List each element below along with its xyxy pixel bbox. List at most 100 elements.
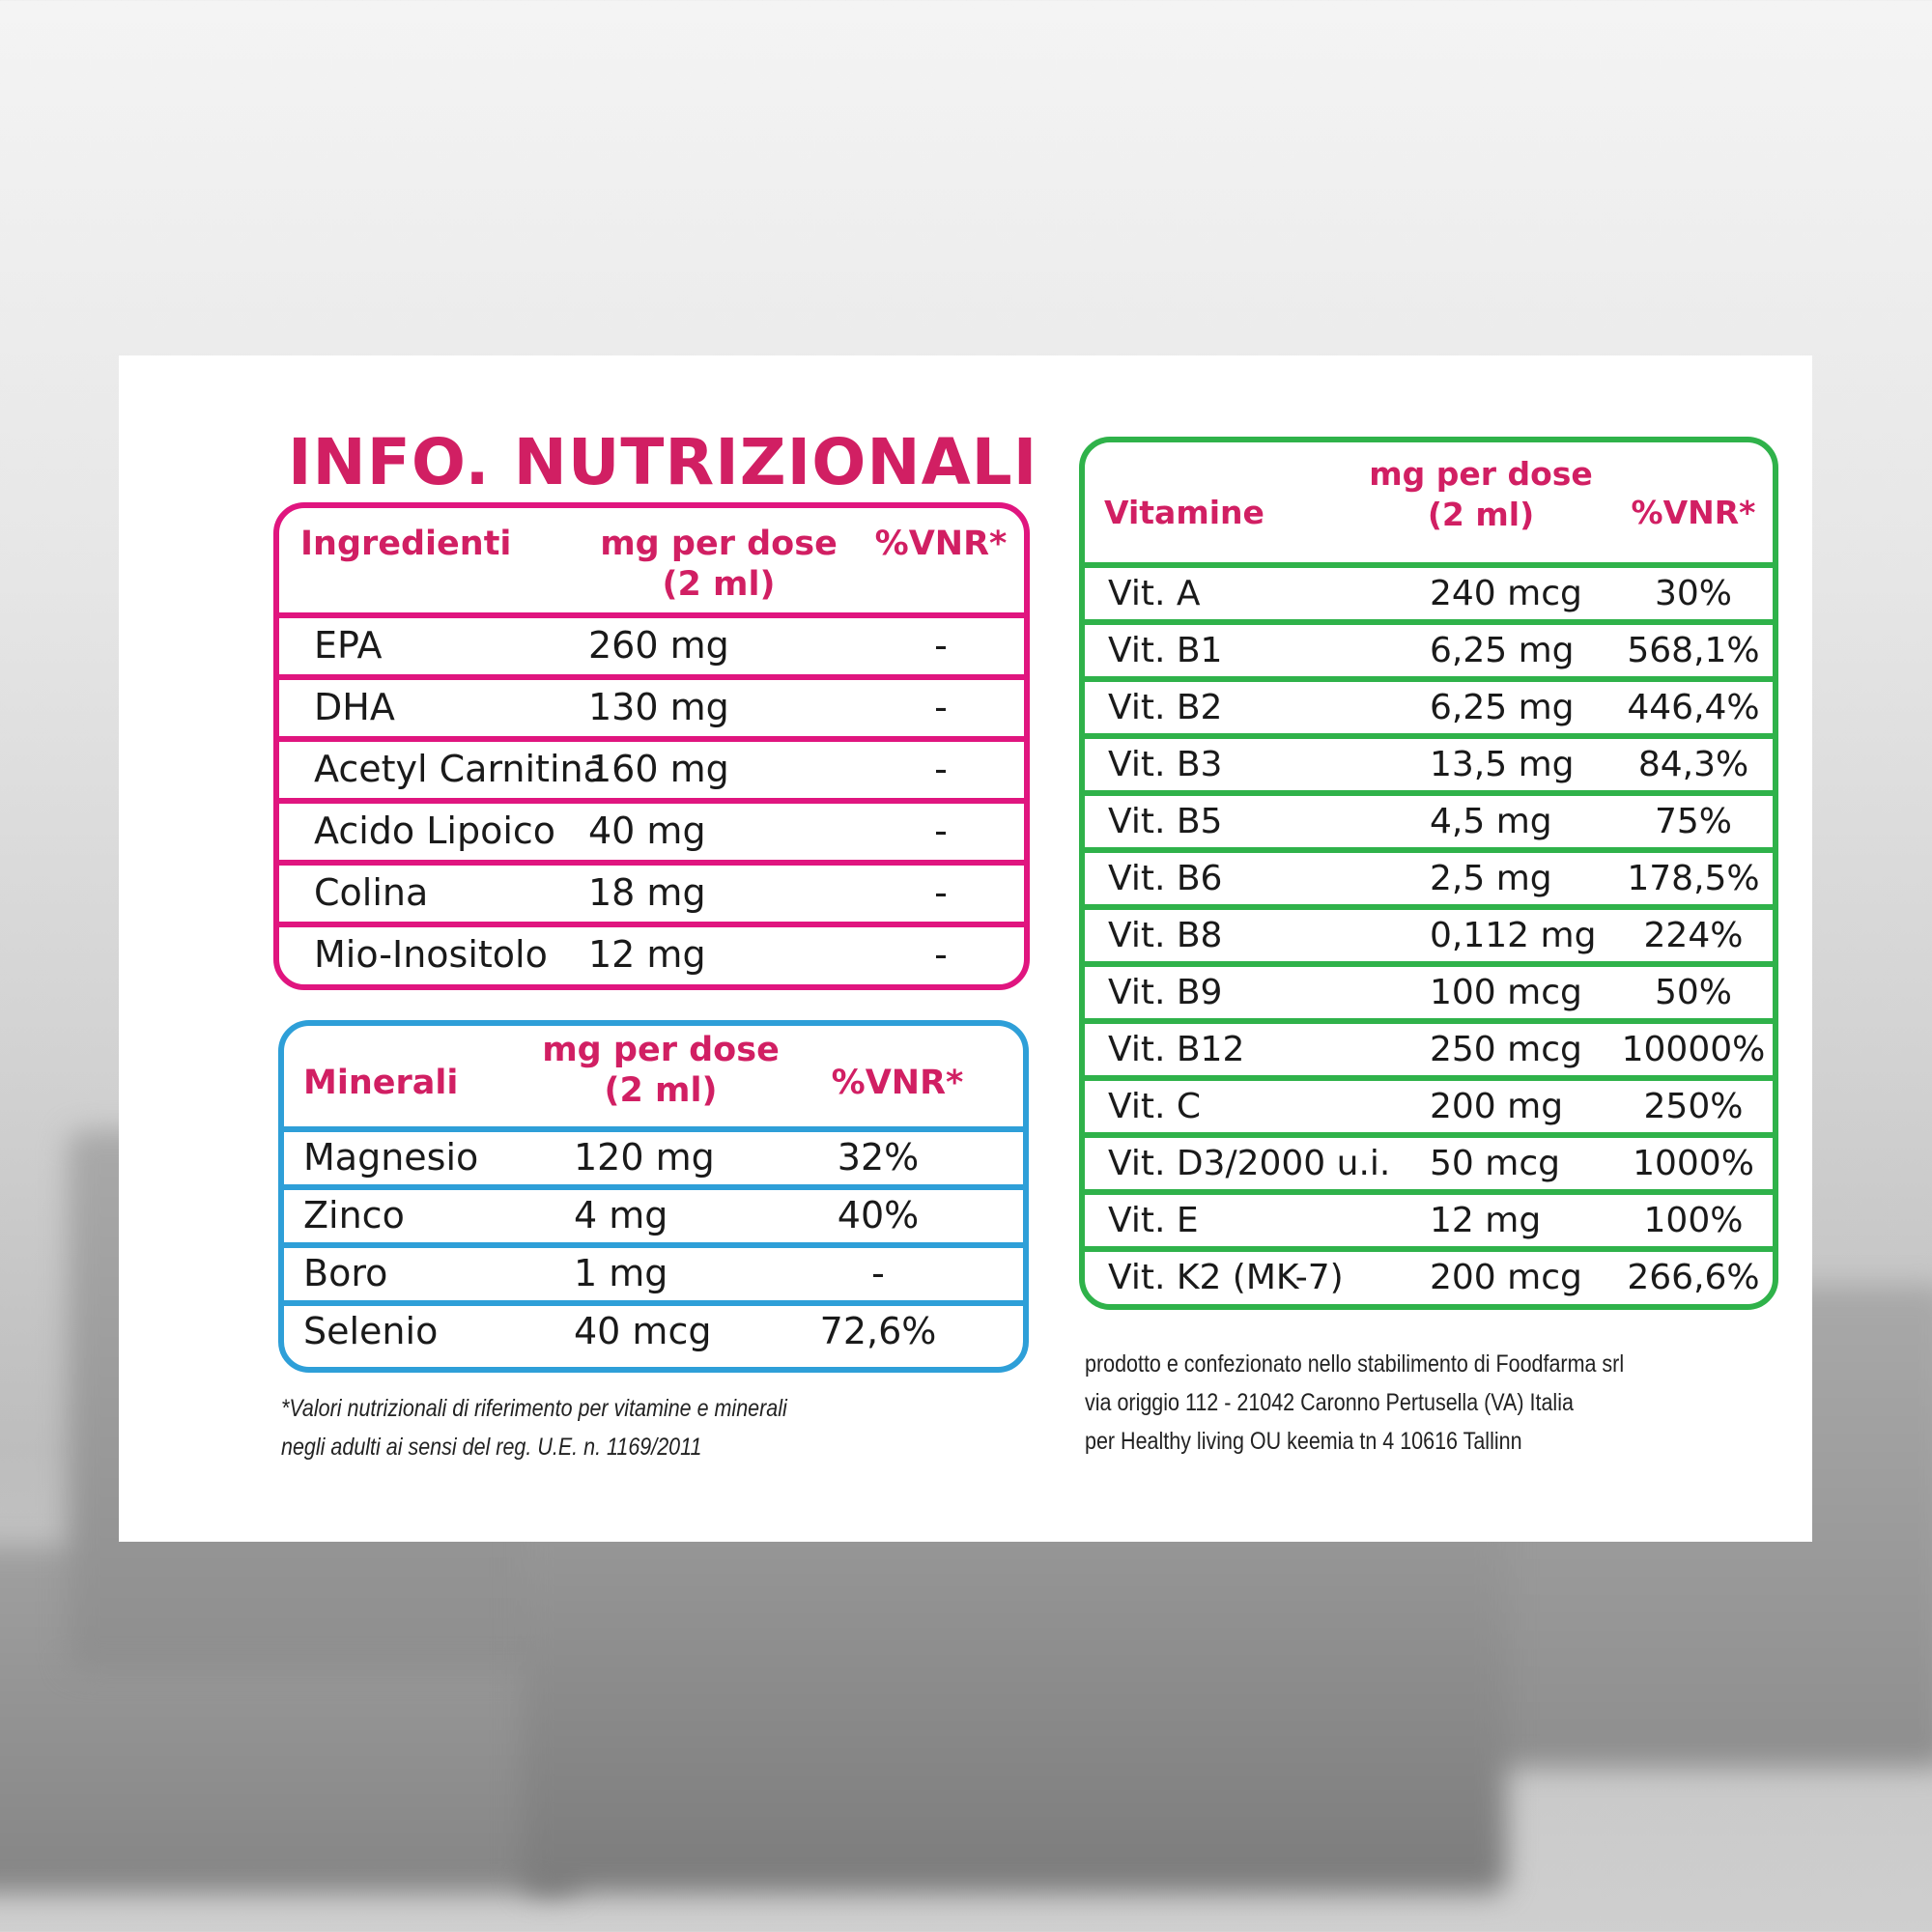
- row-dose: 250 mcg: [1430, 1030, 1582, 1069]
- table-row: Vit. B5 4,5 mg 75%: [1085, 790, 1773, 847]
- table-row: Magnesio 120 mg 32%: [284, 1126, 1023, 1184]
- row-name: Vit. D3/2000 u.i.: [1108, 1144, 1391, 1183]
- row-dose: 6,25 mg: [1430, 631, 1575, 670]
- row-dose: 4,5 mg: [1430, 802, 1552, 841]
- row-name: Acido Lipoico: [314, 810, 556, 852]
- row-vnr: 32%: [837, 1136, 920, 1179]
- row-name: EPA: [314, 624, 383, 667]
- row-dose: 13,5 mg: [1430, 745, 1575, 784]
- row-name: Selenio: [303, 1310, 439, 1352]
- table-row: Vit. K2 (MK-7) 200 mcg 266,6%: [1085, 1246, 1773, 1303]
- row-dose: 200 mcg: [1430, 1258, 1582, 1297]
- table-row: Acetyl Carnitina 160 mg -: [279, 736, 1024, 798]
- row-name: Vit. B12: [1108, 1030, 1245, 1069]
- row-vnr: -: [871, 1252, 885, 1294]
- row-dose: 240 mcg: [1430, 574, 1582, 613]
- table-header: Vitamine mg per dose (2 ml) %VNR*: [1085, 442, 1773, 562]
- vitamine-table: Vitamine mg per dose (2 ml) %VNR* Vit. A…: [1079, 437, 1778, 1310]
- row-name: Vit. E: [1108, 1201, 1199, 1240]
- table-row: DHA 130 mg -: [279, 674, 1024, 736]
- row-vnr: 72,6%: [819, 1310, 937, 1352]
- row-vnr: 446,4%: [1627, 688, 1760, 727]
- table-row: Colina 18 mg -: [279, 860, 1024, 922]
- table-row: Vit. D3/2000 u.i. 50 mcg 1000%: [1085, 1132, 1773, 1189]
- row-dose: 6,25 mg: [1430, 688, 1575, 727]
- table-row: Vit. B1 6,25 mg 568,1%: [1085, 619, 1773, 676]
- table-row: Vit. B3 13,5 mg 84,3%: [1085, 733, 1773, 790]
- table-row: Vit. E 12 mg 100%: [1085, 1189, 1773, 1246]
- row-dose: 50 mcg: [1430, 1144, 1560, 1183]
- row-dose: 12 mg: [1430, 1201, 1542, 1240]
- row-name: Vit. B9: [1108, 973, 1223, 1012]
- row-name: Boro: [303, 1252, 388, 1294]
- row-vnr: 100%: [1643, 1201, 1744, 1240]
- row-name: Magnesio: [303, 1136, 479, 1179]
- row-vnr: 10000%: [1621, 1030, 1766, 1069]
- row-vnr: -: [934, 810, 948, 852]
- row-dose: 18 mg: [588, 871, 706, 914]
- minerali-table: Minerali mg per dose (2 ml) %VNR* Magnes…: [278, 1020, 1029, 1373]
- row-dose: 200 mg: [1430, 1087, 1564, 1126]
- row-name: DHA: [314, 686, 395, 728]
- row-name: Colina: [314, 871, 429, 914]
- table-header: Minerali mg per dose (2 ml) %VNR*: [284, 1026, 1023, 1126]
- column-header-minerali: Minerali: [303, 1064, 459, 1102]
- row-vnr: -: [934, 686, 948, 728]
- row-name: Vit. C: [1108, 1087, 1201, 1126]
- row-name: Zinco: [303, 1194, 405, 1236]
- table-row: Vit. C 200 mg 250%: [1085, 1075, 1773, 1132]
- table-row: EPA 260 mg -: [279, 612, 1024, 674]
- row-vnr: 75%: [1654, 802, 1732, 841]
- table-row: Vit. B2 6,25 mg 446,4%: [1085, 676, 1773, 733]
- row-vnr: 1000%: [1633, 1144, 1754, 1183]
- row-name: Vit. K2 (MK-7): [1108, 1258, 1344, 1297]
- row-name: Acetyl Carnitina: [314, 748, 606, 790]
- ingredienti-table: Ingredienti mg per dose (2 ml) %VNR* EPA…: [273, 502, 1030, 990]
- table-row: Selenio 40 mcg 72,6%: [284, 1300, 1023, 1358]
- column-header-dose: mg per dose (2 ml): [1369, 455, 1593, 533]
- table-row: Zinco 4 mg 40%: [284, 1184, 1023, 1242]
- table-row: Vit. B6 2,5 mg 178,5%: [1085, 847, 1773, 904]
- row-dose: 40 mg: [588, 810, 706, 852]
- row-name: Vit. B8: [1108, 916, 1223, 955]
- table-header: Ingredienti mg per dose (2 ml) %VNR*: [279, 508, 1024, 612]
- row-dose: 12 mg: [588, 933, 706, 976]
- row-dose: 0,112 mg: [1430, 916, 1597, 955]
- table-row: Mio-Inositolo 12 mg -: [279, 922, 1024, 983]
- row-vnr: 84,3%: [1637, 745, 1749, 784]
- row-vnr: 224%: [1643, 916, 1744, 955]
- row-vnr: -: [934, 748, 948, 790]
- column-header-dose: mg per dose (2 ml): [542, 1031, 780, 1110]
- row-vnr: 30%: [1654, 574, 1732, 613]
- table-row: Vit. B9 100 mcg 50%: [1085, 961, 1773, 1018]
- row-vnr: -: [934, 624, 948, 667]
- row-name: Vit. B2: [1108, 688, 1223, 727]
- column-header-vnr: %VNR*: [831, 1064, 964, 1102]
- row-dose: 1 mg: [574, 1252, 668, 1294]
- background-block: [522, 1488, 1507, 1893]
- column-header-vitamine: Vitamine: [1104, 494, 1264, 531]
- column-header-vnr: %VNR*: [1631, 494, 1756, 531]
- table-row: Acido Lipoico 40 mg -: [279, 798, 1024, 860]
- row-name: Vit. B5: [1108, 802, 1223, 841]
- row-dose: 4 mg: [574, 1194, 668, 1236]
- row-vnr: -: [934, 871, 948, 914]
- column-header-ingredienti: Ingredienti: [300, 525, 512, 563]
- column-header-vnr: %VNR*: [874, 525, 1008, 563]
- row-vnr: 40%: [837, 1194, 920, 1236]
- row-vnr: 568,1%: [1627, 631, 1760, 670]
- row-vnr: 178,5%: [1627, 859, 1760, 898]
- nutrition-label-card: INFO. NUTRIZIONALI Ingredienti mg per do…: [119, 355, 1812, 1542]
- table-row: Boro 1 mg -: [284, 1242, 1023, 1300]
- vnr-footnote: *Valori nutrizionali di riferimento per …: [281, 1395, 787, 1461]
- row-vnr: 266,6%: [1627, 1258, 1760, 1297]
- column-header-dose: mg per dose (2 ml): [600, 525, 838, 604]
- table-row: Vit. B8 0,112 mg 224%: [1085, 904, 1773, 961]
- row-dose: 120 mg: [574, 1136, 715, 1179]
- row-dose: 100 mcg: [1430, 973, 1582, 1012]
- row-dose: 2,5 mg: [1430, 859, 1552, 898]
- table-row: Vit. A 240 mcg 30%: [1085, 562, 1773, 619]
- page-title: INFO. NUTRIZIONALI: [288, 425, 1038, 499]
- row-dose: 260 mg: [588, 624, 729, 667]
- row-vnr: 250%: [1643, 1087, 1744, 1126]
